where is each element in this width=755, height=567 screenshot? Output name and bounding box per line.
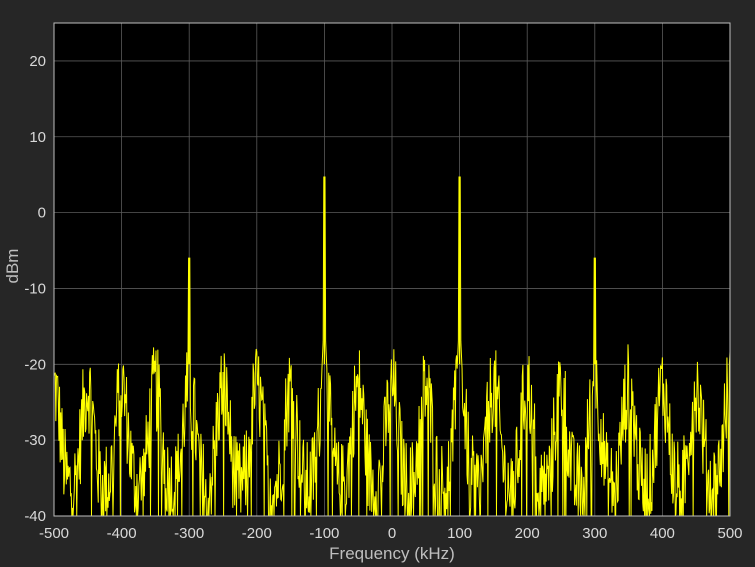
x-tick-label: 100 <box>447 525 472 542</box>
x-axis-label: Frequency (kHz) <box>329 544 455 563</box>
y-tick-label: -20 <box>24 356 46 373</box>
x-tick-label: 300 <box>582 525 607 542</box>
y-tick-label: 20 <box>29 53 46 70</box>
y-tick-label: 10 <box>29 129 46 146</box>
y-tick-label: -10 <box>24 280 46 297</box>
y-tick-label: 0 <box>38 205 46 222</box>
plot-frame <box>53 22 731 517</box>
x-tick-label: -200 <box>242 525 272 542</box>
spectrum-series <box>53 176 731 517</box>
spectrum-line <box>53 176 731 517</box>
y-axis-label: dBm <box>3 249 22 284</box>
x-tick-labels: -500 -400 -300 -200 -100 0 100 200 300 400 500 <box>39 525 743 542</box>
x-tick-label: 200 <box>515 525 540 542</box>
y-tick-label: -40 <box>24 508 46 525</box>
x-tick-label: -300 <box>174 525 204 542</box>
x-tick-label: 500 <box>717 525 742 542</box>
y-tick-label: -30 <box>24 432 46 449</box>
y-tick-labels: -40 -30 -20 -10 0 10 20 <box>24 53 46 525</box>
x-tick-label: -100 <box>309 525 339 542</box>
x-tick-label: 400 <box>650 525 675 542</box>
x-tick-label: 0 <box>388 525 396 542</box>
x-tick-label: -400 <box>107 525 137 542</box>
x-tick-label: -500 <box>39 525 69 542</box>
